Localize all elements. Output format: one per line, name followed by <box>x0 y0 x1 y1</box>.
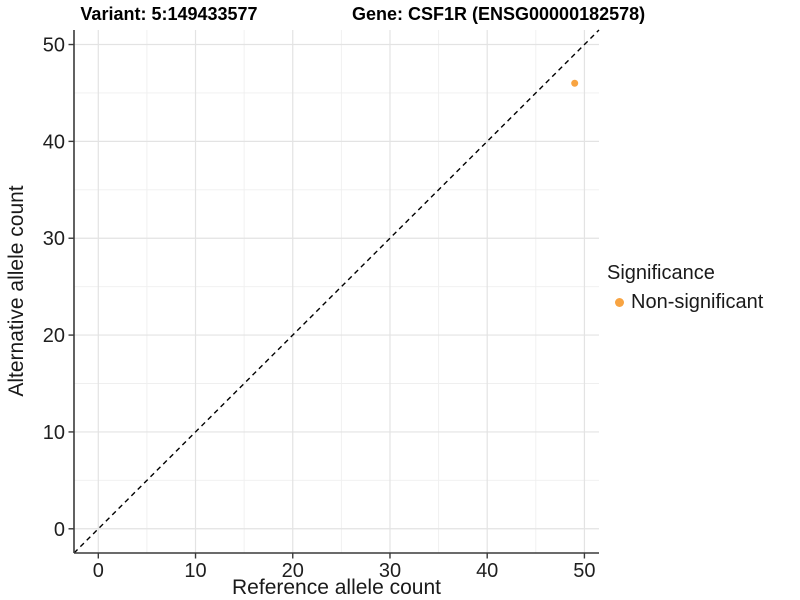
x-axis-label: Reference allele count <box>232 576 441 599</box>
legend-dot-icon <box>615 297 624 307</box>
legend-item-label: Non-significant <box>631 290 764 313</box>
x-tick-label: 10 <box>184 560 206 582</box>
x-tick-label: 40 <box>476 560 498 582</box>
y-tick-label: 50 <box>43 35 65 57</box>
x-tick-label: 20 <box>282 560 304 582</box>
y-axis-label: Alternative allele count <box>5 185 28 397</box>
x-tick-label: 30 <box>379 560 401 582</box>
y-tick-label: 10 <box>43 422 65 444</box>
y-tick-label: 30 <box>43 228 65 250</box>
legend-item: Non-significant <box>607 290 763 314</box>
y-tick-label: 20 <box>43 325 65 347</box>
y-tick-label: 40 <box>43 131 65 153</box>
x-tick-label: 50 <box>573 560 595 582</box>
legend: Significance Non-significant <box>607 261 763 314</box>
gene-title: Gene: CSF1R (ENSG00000182578) <box>352 4 646 24</box>
y-tick-label: 0 <box>54 519 65 541</box>
variant-title: Variant: 5:149433577 <box>80 4 258 24</box>
identity-dashed-line <box>73 29 600 554</box>
x-tick-label: 0 <box>93 560 104 582</box>
data-point <box>571 79 579 87</box>
legend-title: Significance <box>607 262 715 284</box>
